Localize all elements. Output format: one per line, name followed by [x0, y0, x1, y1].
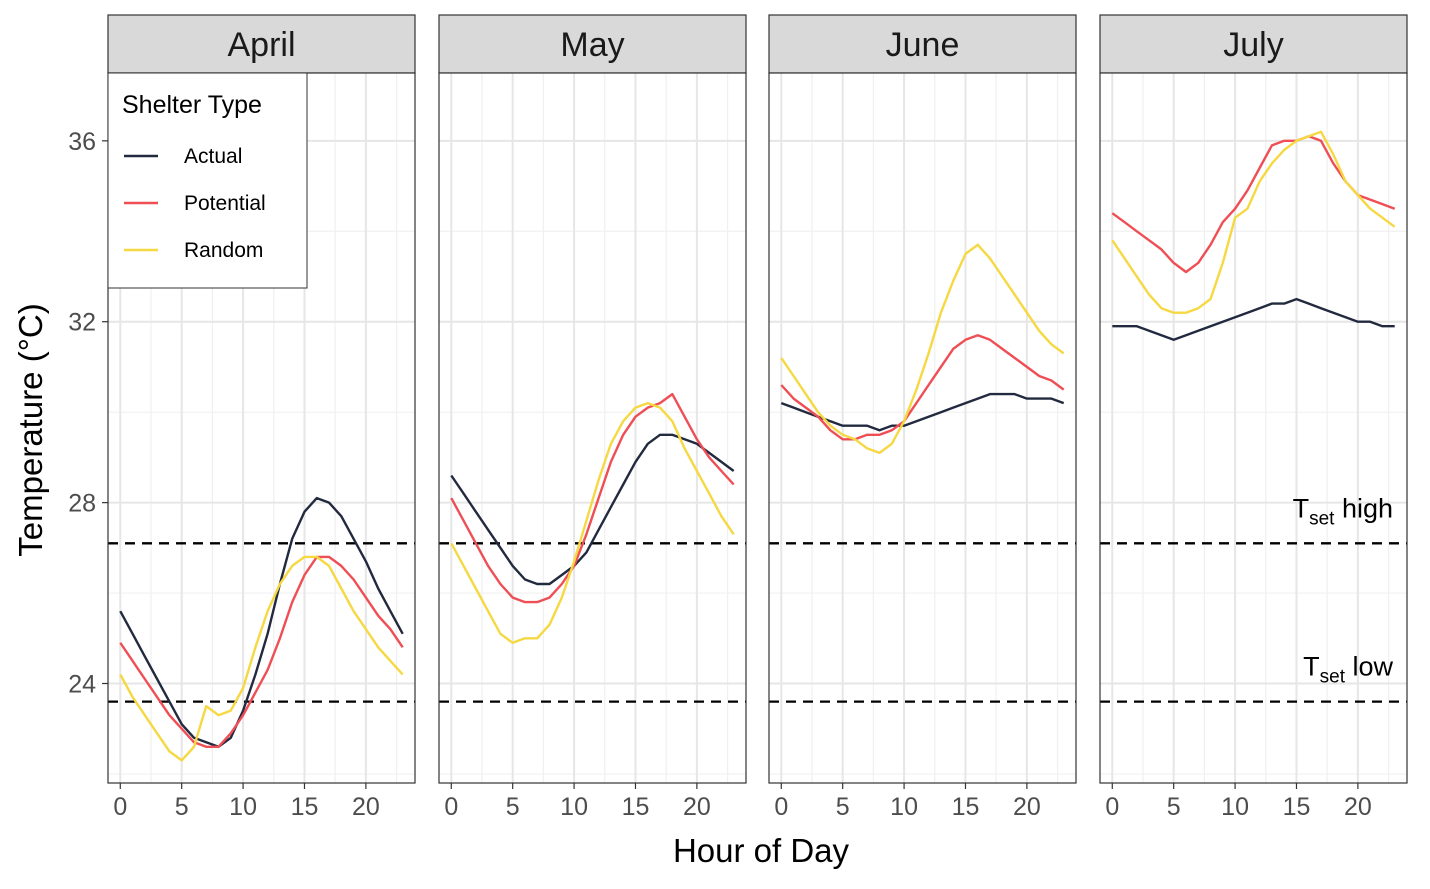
series-random-june: [780, 243, 1065, 455]
x-tick-label-may: 10: [560, 793, 588, 821]
strip-label-april: April: [227, 26, 295, 64]
x-tick-label-july: 0: [1105, 793, 1119, 821]
legend-label-potential: Potential: [184, 192, 266, 215]
axis-layer: 0 5 10 15 20 0 5 10 15 20 0 5 10 15 20 0 5 10 15 20 24 28 32 36: [68, 128, 1372, 821]
panel-border-may: [438, 72, 747, 784]
legend-label-random: Random: [184, 239, 263, 262]
series-random-may: [450, 401, 735, 644]
panels-layer: April May June July: [107, 14, 1408, 784]
reference-label-tset-low: Tset low: [1303, 652, 1393, 688]
reference-line-labels: Tset high Tset low: [1293, 493, 1394, 687]
strip-june: [768, 14, 1077, 74]
legend-items: Actual Potential Random: [124, 145, 266, 262]
x-tick-label-april: 0: [113, 793, 127, 821]
series-actual-april: [119, 496, 404, 748]
x-tick-label-july: 20: [1344, 793, 1372, 821]
series-actual-june: [780, 392, 1065, 432]
legend-label-actual: Actual: [184, 145, 242, 168]
x-tick-label-july: 10: [1221, 793, 1249, 821]
series-actual-july: [1112, 297, 1395, 341]
x-tick-label-may: 5: [506, 793, 520, 821]
x-tick-label-june: 10: [890, 793, 918, 821]
strip-label-june: June: [886, 26, 960, 64]
series-actual-may: [450, 433, 735, 586]
panel-border-june: [768, 72, 1077, 784]
x-axis-title: Hour of Day: [673, 832, 850, 869]
panel-may: May: [438, 14, 747, 784]
x-tick-label-april: 15: [291, 793, 319, 821]
legend-title: Shelter Type: [122, 91, 262, 119]
x-tick-label-june: 15: [952, 793, 980, 821]
y-tick-label: 36: [68, 128, 96, 156]
y-tick-label: 32: [68, 309, 96, 337]
plot-area-june: [769, 73, 1076, 783]
series-potential-june: [780, 334, 1065, 441]
panel-border-july: [1099, 72, 1408, 784]
strip-label-july: July: [1223, 26, 1283, 64]
x-tick-label-july: 15: [1283, 793, 1311, 821]
y-axis-title: Temperature (°C): [12, 303, 49, 556]
x-tick-label-april: 5: [175, 793, 189, 821]
x-tick-label-june: 20: [1013, 793, 1041, 821]
x-tick-label-june: 0: [774, 793, 788, 821]
legend-box: [107, 72, 308, 289]
x-tick-label-may: 15: [622, 793, 650, 821]
plot-area-may: [439, 73, 746, 783]
x-tick-label-april: 10: [229, 793, 257, 821]
x-tick-label-may: 20: [683, 793, 711, 821]
strip-april: [107, 14, 416, 74]
series-potential-may: [450, 392, 735, 604]
x-tick-label-july: 5: [1167, 793, 1181, 821]
y-tick-label: 28: [68, 490, 96, 518]
panel-june: June: [768, 14, 1077, 784]
reference-label-tset-high: Tset high: [1293, 493, 1393, 529]
panel-july: July: [1099, 14, 1408, 784]
x-tick-label-april: 20: [352, 793, 380, 821]
series-random-july: [1111, 130, 1396, 314]
legend: Shelter Type Actual Potential Random: [107, 72, 308, 289]
strip-label-may: May: [560, 26, 624, 64]
series-potential-april: [119, 555, 404, 748]
strip-july: [1099, 14, 1408, 74]
x-tick-label-may: 0: [444, 793, 458, 821]
series-random-april: [119, 555, 404, 762]
x-tick-label-june: 5: [836, 793, 850, 821]
y-tick-label: 24: [68, 671, 96, 699]
